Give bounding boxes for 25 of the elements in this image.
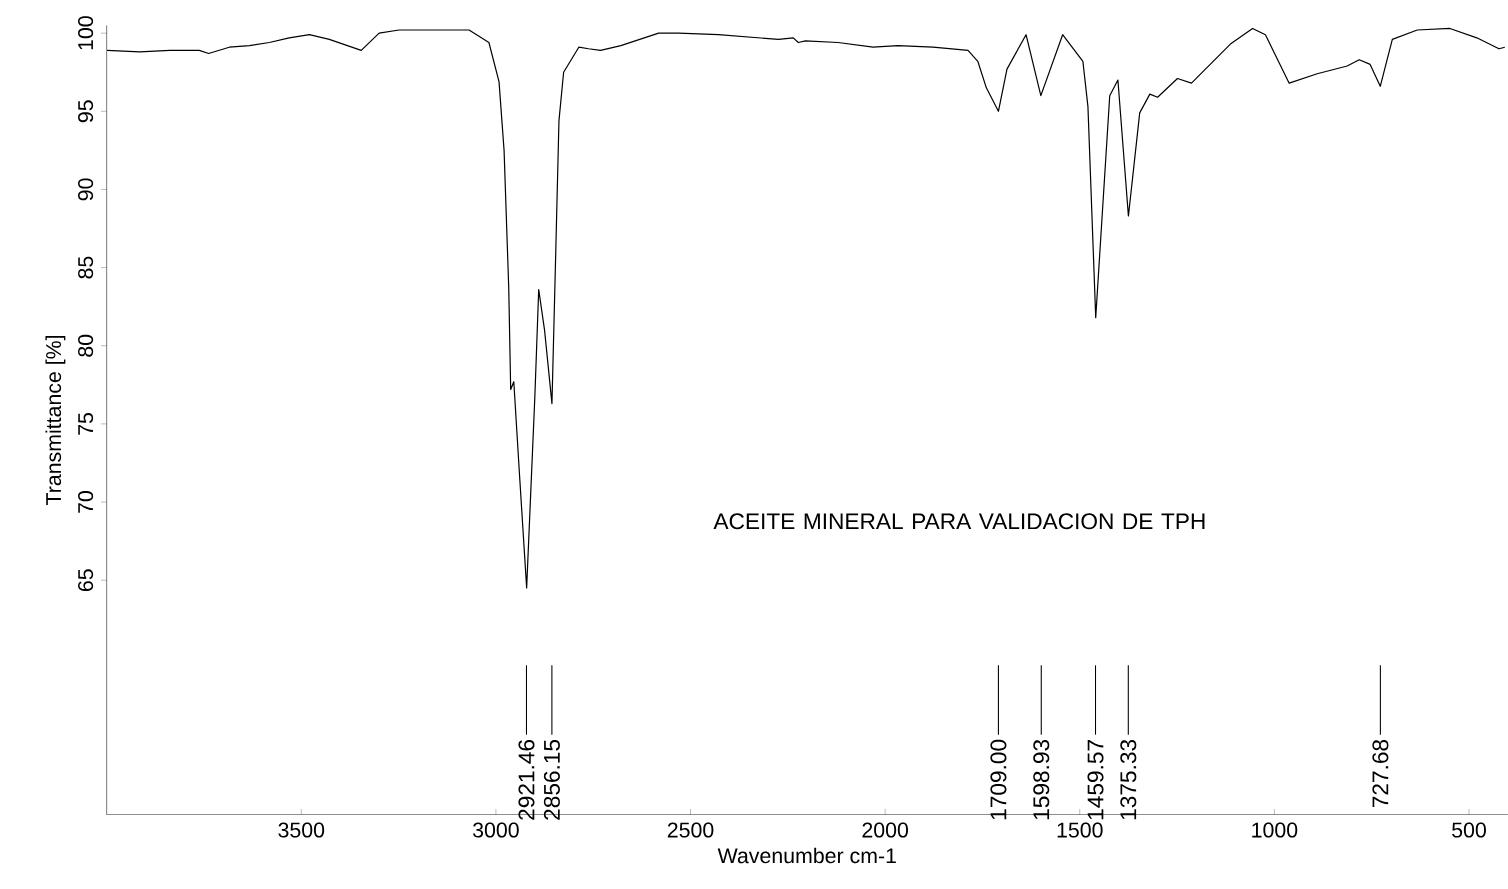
x-tick-label: 2500 — [667, 822, 714, 838]
ref-line-label: 1459.57 — [1087, 739, 1104, 819]
y-tick-label: 80 — [78, 334, 94, 357]
ref-line-label: 2921.46 — [518, 739, 535, 820]
y-tick-label: 75 — [78, 412, 94, 435]
ref-line-label: 727.68 — [1372, 739, 1389, 807]
x-tick-label: 3500 — [278, 822, 325, 838]
x-tick-label: 1000 — [1252, 822, 1298, 838]
y-tick-label: 90 — [78, 178, 94, 201]
y-tick-label: 85 — [78, 256, 94, 279]
y-axis-title: Transmittance [%] — [45, 335, 66, 505]
x-tick-label: 3000 — [472, 822, 519, 838]
ref-line-label: 2856.15 — [543, 739, 560, 820]
ref-line-label: 1598.93 — [1033, 739, 1050, 819]
x-tick-label: 1500 — [1057, 822, 1103, 838]
ref-line-label: 1709.00 — [990, 739, 1007, 819]
y-tick-label: 100 — [78, 16, 94, 50]
text: ACEITE MINERAL PARA VALIDACION DE TPH — [713, 513, 1205, 530]
y-tick-label: 65 — [78, 569, 94, 591]
y-tick-label: 70 — [78, 490, 94, 513]
x-axis-title: Wavenumber cm-1 — [717, 847, 896, 864]
x-tick-label: 500 — [1452, 822, 1486, 838]
x-tick-label: 2000 — [862, 822, 909, 838]
y-tick-label: 95 — [78, 100, 94, 122]
ref-line-label: 1375.33 — [1120, 739, 1137, 819]
